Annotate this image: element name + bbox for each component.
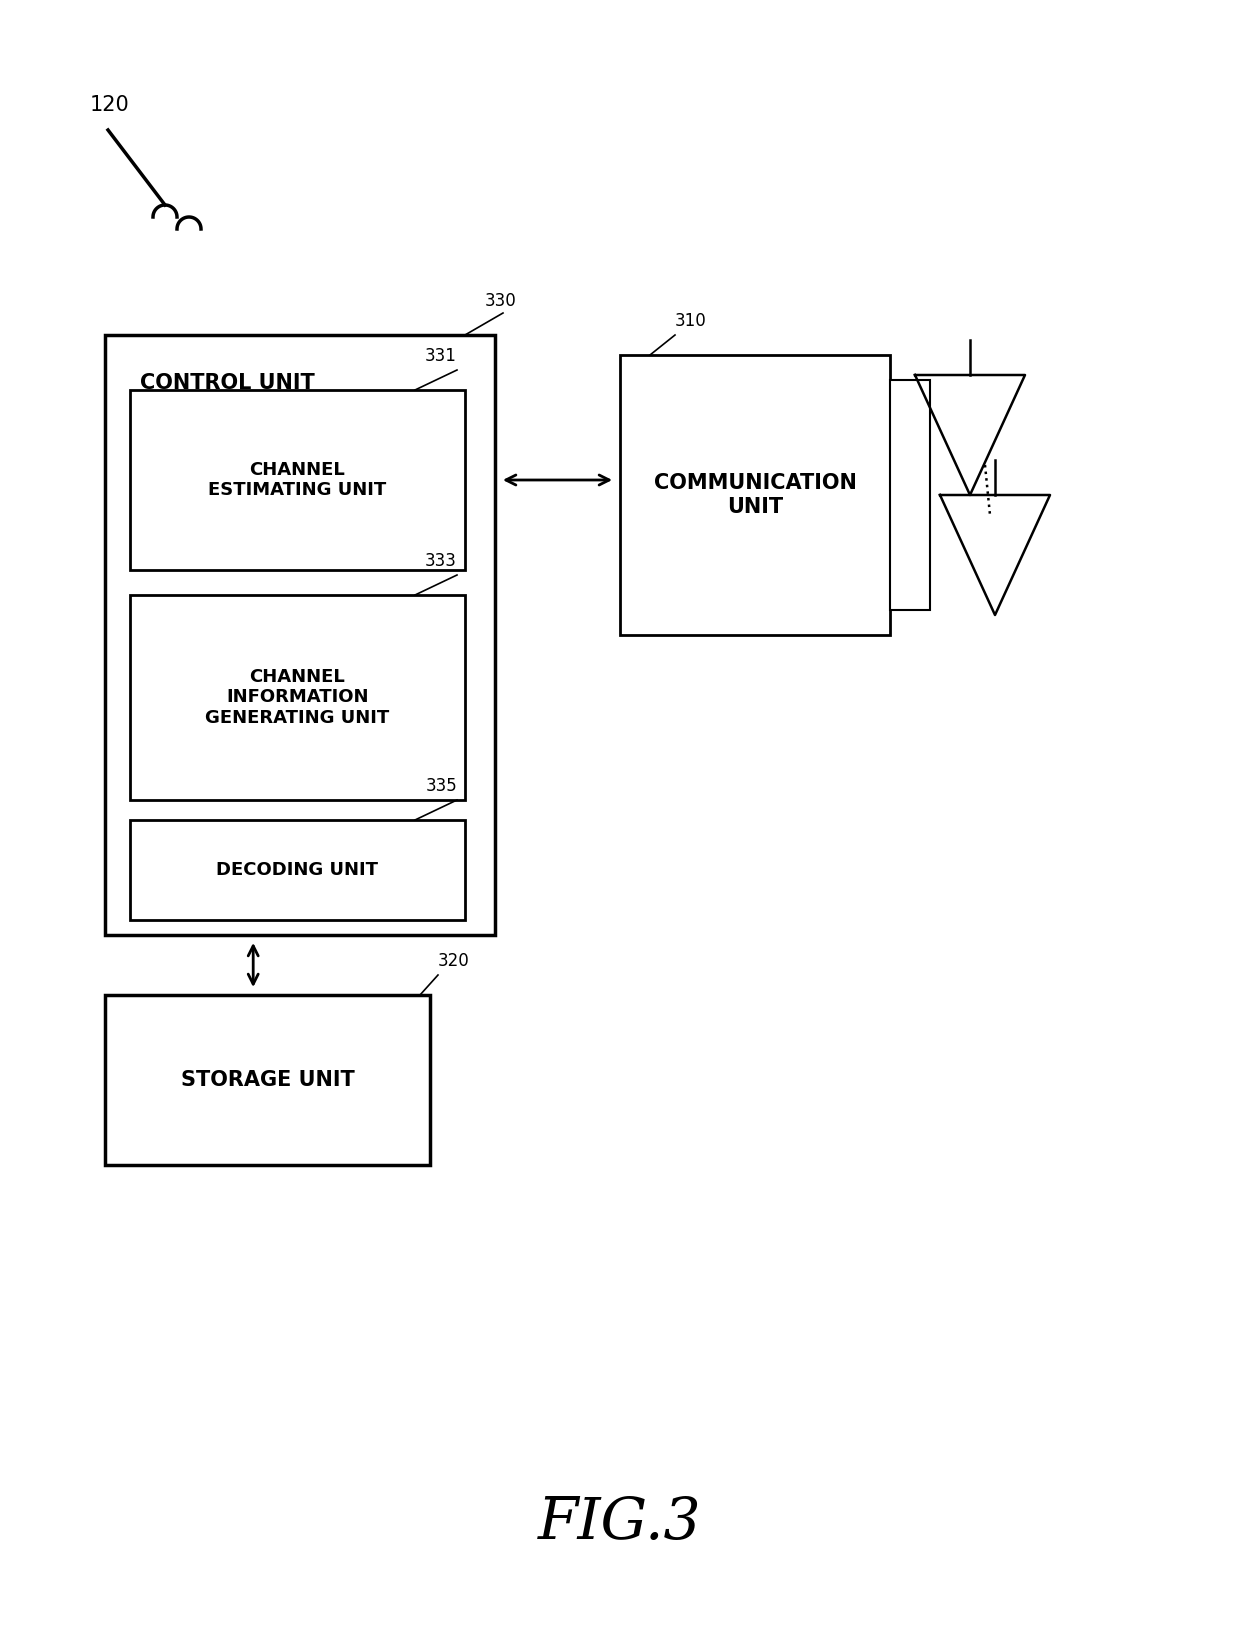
Text: 333: 333 [425, 552, 458, 570]
Bar [105, 996, 430, 1165]
Text: 320: 320 [438, 951, 470, 969]
Text: DECODING UNIT: DECODING UNIT [217, 861, 378, 879]
Text: 335: 335 [425, 777, 458, 795]
Text: STORAGE UNIT: STORAGE UNIT [181, 1070, 355, 1089]
Text: 120: 120 [91, 95, 130, 115]
Text: CHANNEL
ESTIMATING UNIT: CHANNEL ESTIMATING UNIT [208, 460, 387, 499]
Text: COMMUNICATION
UNIT: COMMUNICATION UNIT [653, 473, 857, 516]
Text: CONTROL UNIT: CONTROL UNIT [140, 373, 315, 393]
Bar [130, 389, 465, 570]
Text: 331: 331 [425, 347, 458, 365]
Text: 310: 310 [675, 312, 707, 330]
Text: 330: 330 [485, 292, 517, 311]
Bar [620, 355, 890, 634]
Bar [130, 820, 465, 920]
Bar [890, 380, 930, 610]
Text: CHANNEL
INFORMATION
GENERATING UNIT: CHANNEL INFORMATION GENERATING UNIT [206, 667, 389, 728]
Bar [105, 335, 495, 935]
Bar [130, 595, 465, 800]
Text: FIG.3: FIG.3 [538, 1495, 702, 1551]
